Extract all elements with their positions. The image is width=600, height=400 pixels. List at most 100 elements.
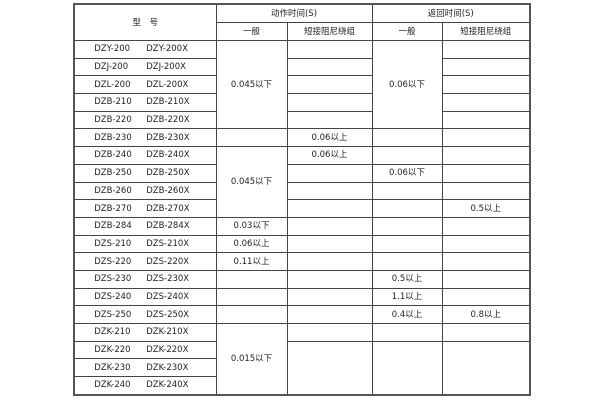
timing-cell: [286, 110, 373, 130]
model-cell: DZS-220 DZS-220X: [73, 252, 217, 271]
table-row: DZB-284 DZB-284X 0.03以下: [73, 216, 531, 236]
table-row: DZL-200 DZL-200X: [73, 75, 531, 95]
model-cell: DZB-230 DZB-230X: [73, 128, 217, 148]
timing-cell: [215, 128, 288, 148]
timing-cell: [371, 146, 443, 165]
timing-cell: [441, 234, 531, 254]
timing-cell: [286, 199, 373, 218]
model-cell: DZS-250 DZS-250X: [73, 305, 217, 324]
timing-cell: [215, 269, 288, 289]
header-return-time: 返回时间(S): [371, 3, 531, 23]
timing-cell: [371, 181, 443, 201]
model-x-variant: DZK-230X: [146, 362, 189, 373]
timing-cell: 0.03以下: [215, 216, 288, 236]
table-row: DZB-240 DZB-240X 0.045以下 0.06以上: [73, 146, 531, 218]
timing-cell: [286, 216, 373, 236]
timing-cell: [286, 163, 373, 183]
model-name: DZK-210: [94, 327, 131, 338]
model-name: DZS-230: [94, 274, 132, 285]
table-row: DZB-270 DZB-270X 0.5以上: [73, 199, 531, 218]
timing-cell: [441, 216, 531, 236]
model-x-variant: DZB-230X: [146, 132, 190, 143]
model-name: DZB-284: [94, 221, 132, 232]
model-name: DZK-230: [94, 362, 131, 373]
timing-cell: 0.06以下: [371, 163, 443, 183]
model-name: DZK-220: [94, 345, 131, 356]
timing-cell: [215, 305, 288, 324]
table-row: DZK-220 DZK-220X: [73, 340, 531, 396]
model-x-variant: DZB-250X: [146, 168, 190, 179]
timing-cell: 0.11以上: [215, 252, 288, 271]
timing-cell: 0.5以上: [441, 199, 531, 218]
timing-cell: [441, 252, 531, 271]
model-x-variant: DZB-240X: [146, 150, 190, 161]
table-row: DZB-230 DZB-230X 0.06以上: [73, 128, 531, 148]
model-cell: DZS-210 DZS-210X: [73, 234, 217, 254]
timing-cell: [286, 93, 373, 112]
timing-cell: 0.06以上: [215, 234, 288, 254]
timing-cell: [441, 93, 531, 112]
table-row: DZS-220 DZS-220X 0.11以上: [73, 252, 531, 271]
model-cell: DZB-284 DZB-284X: [73, 216, 217, 236]
timing-cell: [441, 110, 531, 130]
model-x-variant: DZK-240X: [146, 380, 189, 391]
timing-cell: [286, 252, 373, 271]
model-cell: DZB-260 DZB-260X: [73, 181, 217, 201]
table-row: DZS-230 DZS-230X 0.5以上: [73, 269, 531, 289]
model-cell: DZB-250 DZB-250X: [73, 163, 217, 183]
model-cell: DZS-240 DZS-240X: [73, 287, 217, 307]
model-x-variant: DZS-220X: [146, 256, 190, 267]
timing-cell: [371, 340, 443, 396]
timing-cell: 1.1以上: [371, 287, 443, 307]
timing-cell: [286, 323, 373, 342]
model-cell: DZJ-200 DZJ-200X: [73, 57, 217, 77]
model-cell: DZK-210 DZK-210X: [73, 323, 217, 342]
header-return-short-damping: 短接阻尼绕组: [441, 22, 531, 41]
timing-cell: [215, 287, 288, 307]
header-action-general: 一般: [215, 22, 288, 41]
model-x-variant: DZB-260X: [146, 185, 190, 196]
table-body: DZY-200 DZY-200X 0.045以下 0.06以下 DZJ-200 DZJ-2…: [73, 39, 531, 396]
header-action-time: 动作时间(S): [215, 3, 373, 23]
timing-cell: [371, 252, 443, 271]
timing-cell: 0.045以下: [215, 39, 288, 130]
timing-cell: [286, 234, 373, 254]
table-row: DZB-220 DZB-220X: [73, 110, 531, 130]
model-name: DZB-220: [94, 115, 132, 126]
model-name: DZY-200: [94, 44, 131, 55]
table-row: DZB-210 DZB-210X: [73, 93, 531, 112]
timing-cell: [286, 287, 373, 307]
timing-cell: [371, 323, 443, 342]
model-cell: DZK-230 DZK-230X: [73, 358, 217, 378]
model-x-variant: DZS-230X: [146, 274, 190, 285]
model-name: DZS-250: [94, 309, 132, 320]
model-name: DZB-240: [94, 150, 132, 161]
model-name: DZB-260: [94, 185, 132, 196]
timing-cell: [441, 128, 531, 148]
model-cell: DZB-270 DZB-270X: [73, 199, 217, 218]
timing-cell: [371, 234, 443, 254]
model-cell: DZY-200 DZY-200X: [73, 40, 217, 59]
timing-cell: [286, 181, 373, 201]
table-row: DZY-200 DZY-200X 0.045以下 0.06以下: [73, 39, 531, 130]
timing-cell: [441, 340, 531, 396]
timing-cell: [441, 163, 531, 183]
model-name: DZK-240: [94, 380, 131, 391]
table-row: DZB-260 DZB-260X: [73, 181, 531, 201]
model-x-variant: DZS-250X: [146, 309, 190, 320]
timing-cell: 0.06以上: [286, 146, 373, 165]
timing-cell: 0.06以上: [286, 128, 373, 148]
timing-cell: 0.045以下: [215, 146, 288, 218]
model-name: DZB-270: [94, 203, 132, 214]
model-name: DZB-230: [94, 132, 132, 143]
model-cell: DZL-200 DZL-200X: [73, 75, 217, 95]
model-x-variant: DZB-220X: [146, 115, 190, 126]
timing-cell: [441, 181, 531, 201]
model-x-variant: DZS-240X: [146, 291, 190, 302]
model-name: DZL-200: [94, 79, 131, 90]
model-x-variant: DZK-220X: [146, 345, 189, 356]
timing-cell: [286, 340, 373, 396]
timing-cell: [371, 199, 443, 218]
header-model: 型 号: [73, 3, 217, 41]
table-row: DZS-240 DZS-240X 1.1以上: [73, 287, 531, 307]
